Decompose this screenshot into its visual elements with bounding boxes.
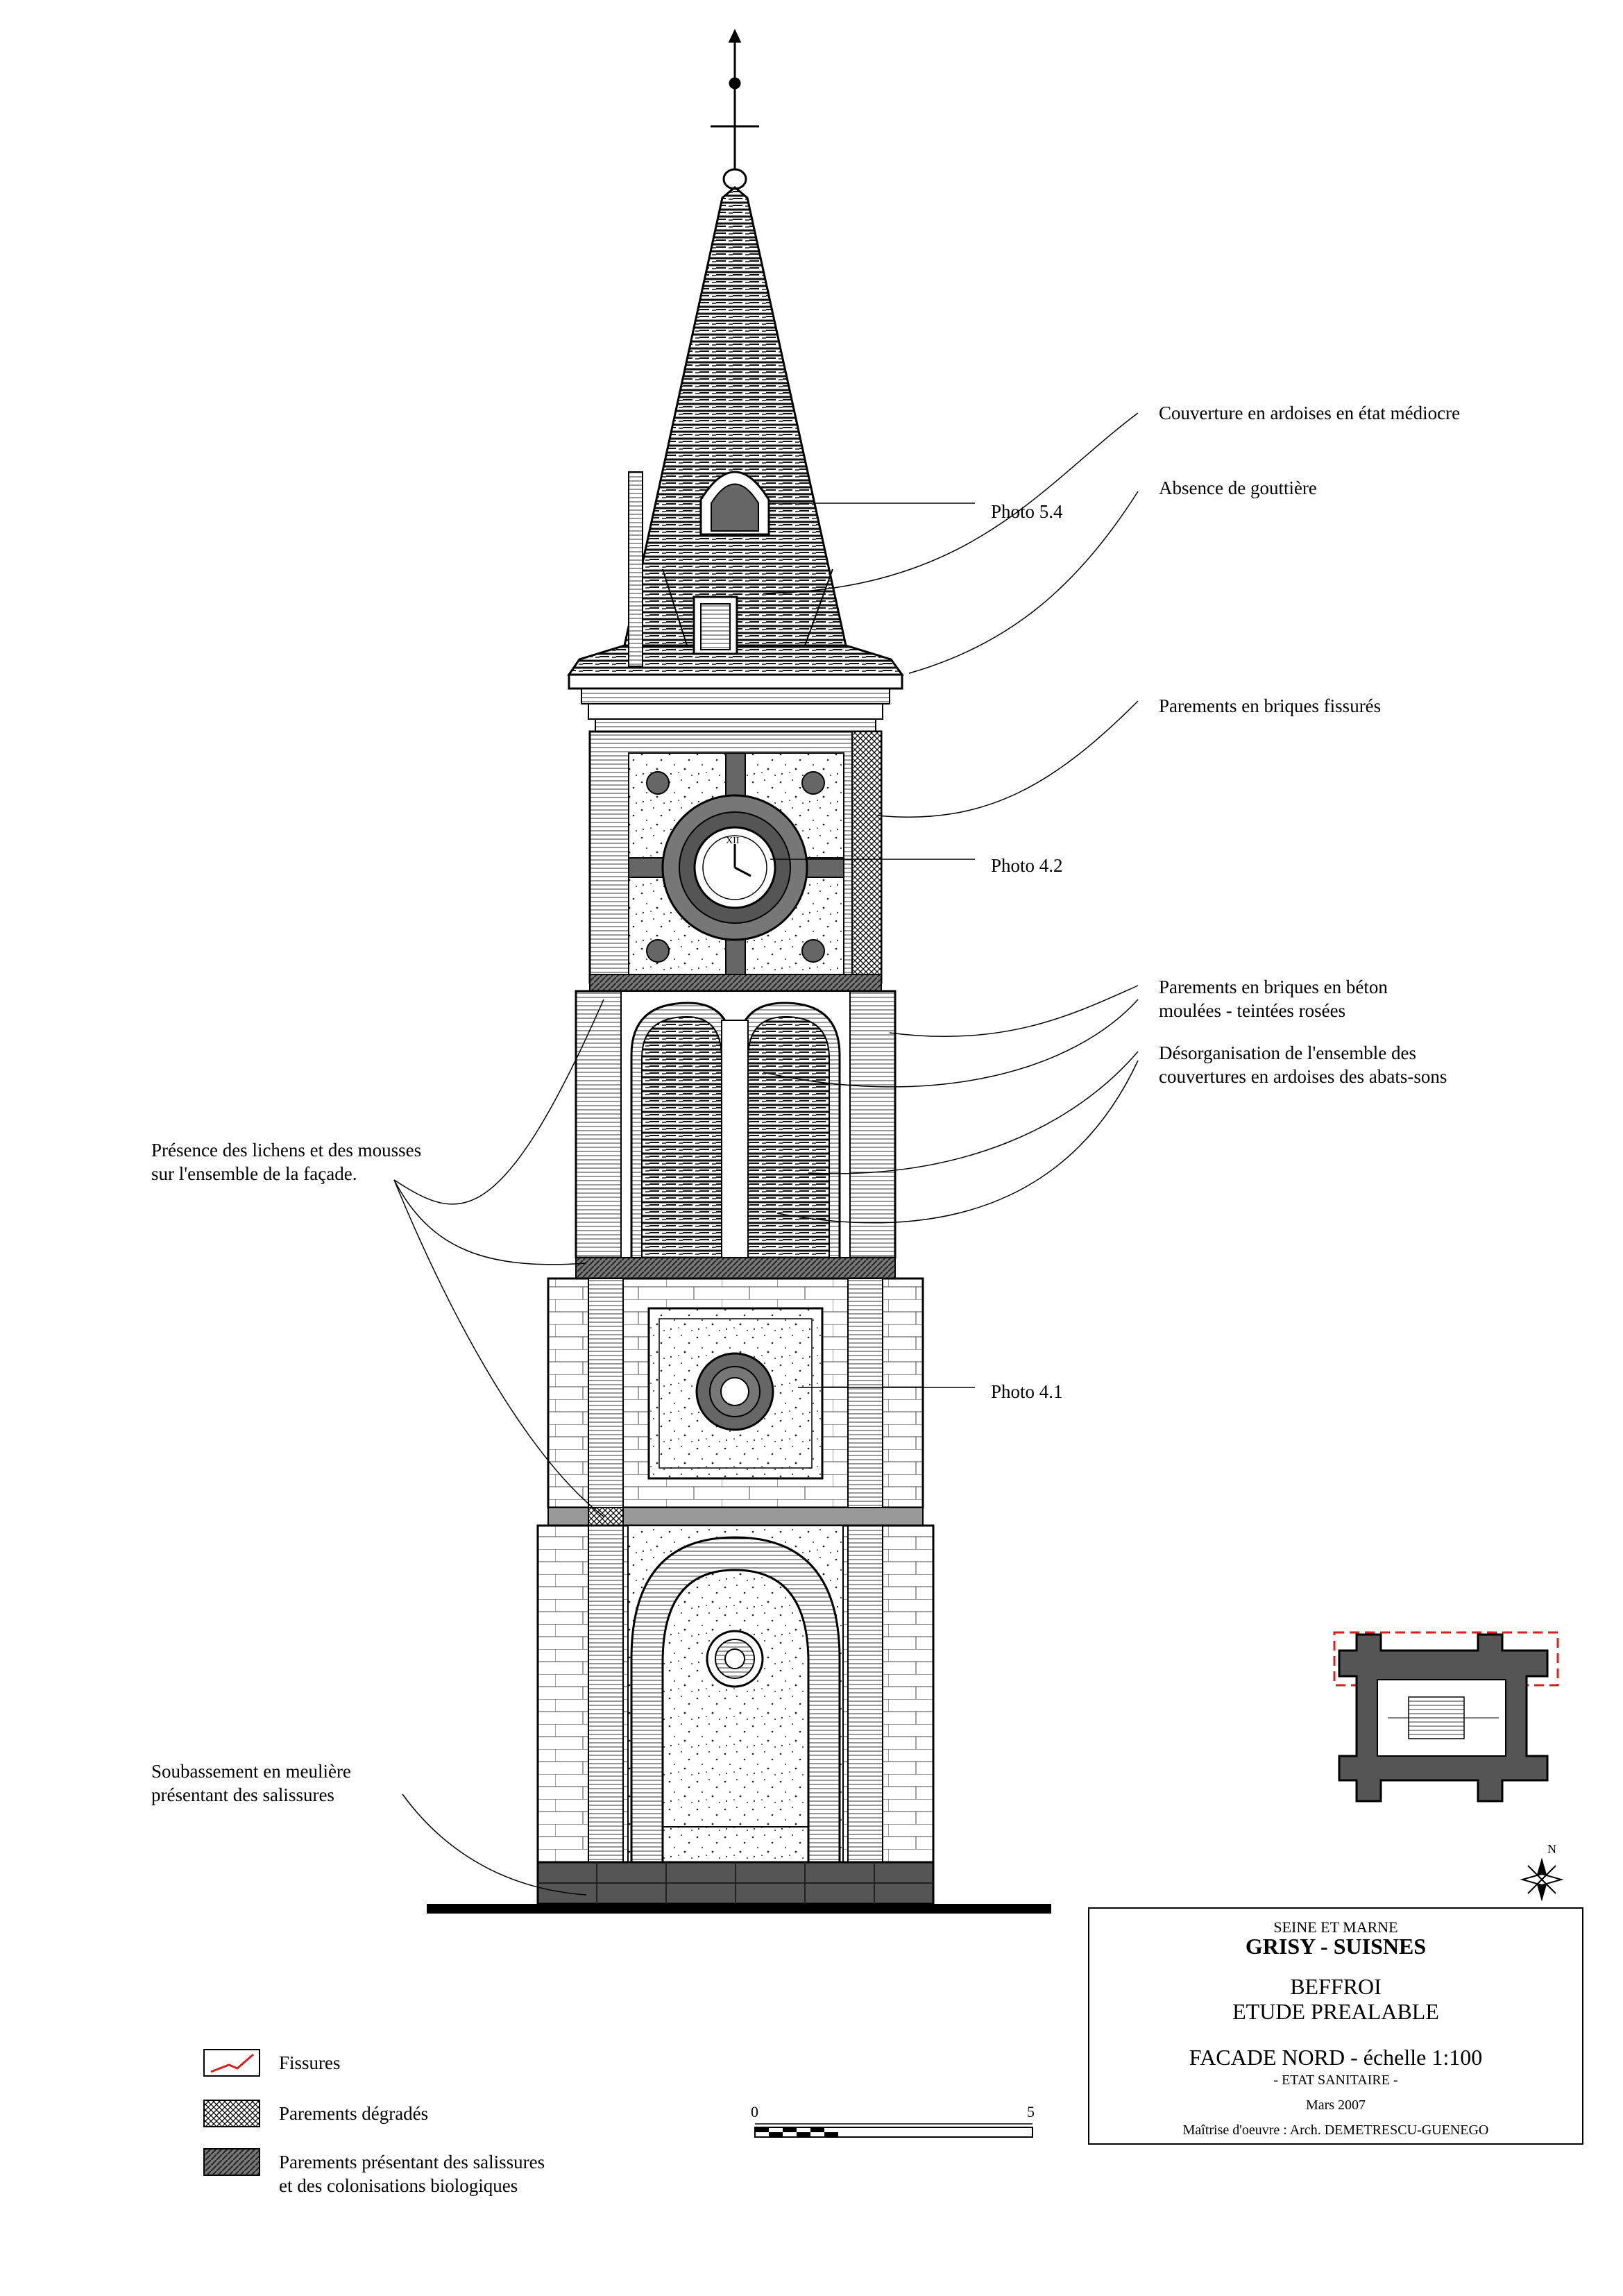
compass-label: N bbox=[1547, 1842, 1556, 1856]
annotation-photo-4-2: Photo 4.2 bbox=[991, 855, 1063, 876]
legend-degraded-swatch bbox=[203, 2100, 260, 2127]
legend-fissures-swatch bbox=[203, 2049, 260, 2077]
title-commune: GRISY - SUISNES bbox=[1245, 1934, 1427, 1959]
clock-stage bbox=[588, 730, 883, 992]
scale-start-label: 0 bbox=[751, 2103, 758, 2120]
title-block: SEINE ET MARNE GRISY - SUISNES BEFFROI E… bbox=[1088, 1907, 1583, 2145]
title-architect: Maîtrise d'oeuvre : Arch. DEMETRESCU-GUE… bbox=[1182, 2122, 1489, 2138]
title-department: SEINE ET MARNE bbox=[1273, 1918, 1398, 1936]
lower-stage bbox=[536, 1524, 935, 1864]
north-arrow-icon bbox=[1520, 1857, 1564, 1902]
leader-lines bbox=[393, 412, 1139, 1896]
cornice bbox=[568, 673, 903, 732]
annotation-photo-4-1: Photo 4.1 bbox=[991, 1381, 1063, 1402]
annotation-briques-beton: Parements en briques en béton moulées - … bbox=[1159, 977, 1388, 1021]
annotation-soubassement: Soubassement en meulière présentant des … bbox=[151, 1761, 351, 1805]
title-subtitle: - ETAT SANITAIRE - bbox=[1273, 2073, 1398, 2088]
title-study: ETUDE PREALABLE bbox=[1232, 1999, 1439, 2024]
clock-label: XII bbox=[726, 836, 740, 846]
legend-salissures-swatch bbox=[203, 2148, 260, 2176]
legend-salissures-label: Parements présentant des salissures et d… bbox=[279, 2152, 545, 2196]
spire bbox=[567, 186, 904, 676]
title-sheet: FACADE NORD - échelle 1:100 bbox=[1189, 2045, 1483, 2070]
annotation-lichens: Présence des lichens et des mousses sur … bbox=[151, 1140, 422, 1184]
title-building: BEFFROI bbox=[1290, 1974, 1382, 1999]
middle-stage bbox=[547, 1277, 924, 1526]
annotation-gouttiere: Absence de gouttière bbox=[1159, 478, 1317, 498]
annotation-briques-fissures: Parements en briques fissurés bbox=[1159, 695, 1382, 716]
annotation-couverture: Couverture en ardoises en état médiocre bbox=[1159, 403, 1461, 423]
base bbox=[427, 1861, 1051, 1914]
scale-bar bbox=[754, 2123, 1033, 2138]
finial-cross bbox=[711, 28, 759, 190]
legend-degrades-label: Parements dégradés bbox=[279, 2103, 429, 2124]
plan-inset bbox=[1333, 1631, 1559, 1803]
belfry-stage bbox=[575, 990, 897, 1279]
scale-end-label: 5 bbox=[1027, 2103, 1035, 2120]
title-date: Mars 2007 bbox=[1305, 2097, 1366, 2113]
annotation-photo-5-4: Photo 5.4 bbox=[991, 501, 1063, 522]
legend-fissures-label: Fissures bbox=[279, 2052, 341, 2073]
annotation-desorganisation: Désorganisation de l'ensemble des couver… bbox=[1159, 1043, 1447, 1087]
